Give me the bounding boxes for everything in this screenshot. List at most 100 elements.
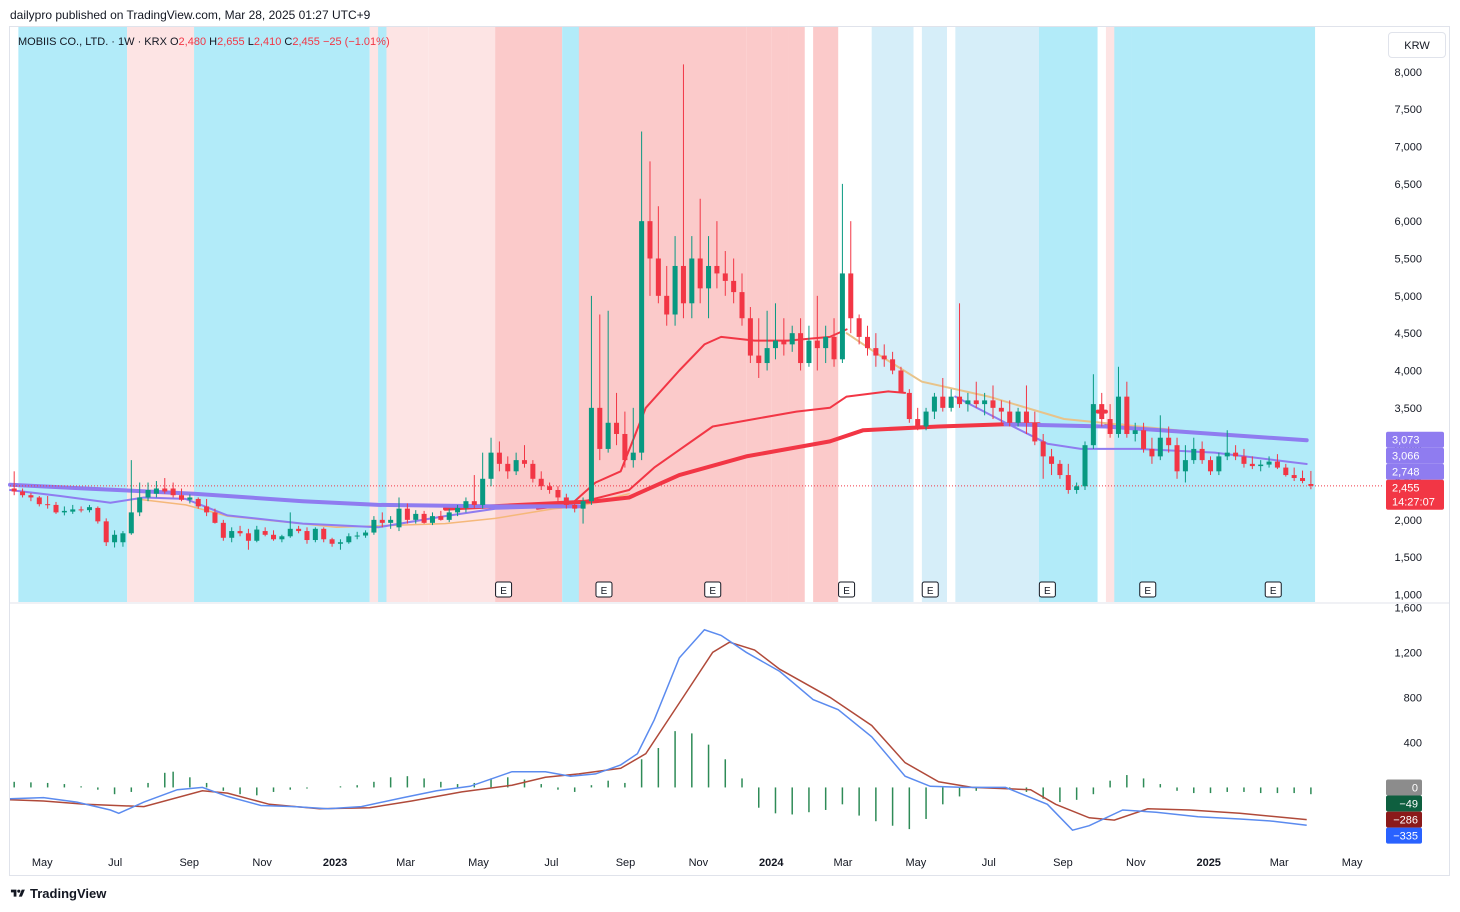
macd-panel bbox=[9, 628, 1312, 832]
candle-body bbox=[363, 532, 369, 536]
candle-body bbox=[1249, 463, 1255, 467]
time-axis-label: 2023 bbox=[323, 857, 347, 869]
candle-body bbox=[906, 392, 912, 420]
candle-body bbox=[446, 512, 452, 520]
candle-body bbox=[480, 478, 486, 505]
candle-body bbox=[187, 497, 193, 500]
candle-body bbox=[95, 507, 101, 522]
ohlc-open: O2,480 bbox=[169, 36, 207, 48]
candle-body bbox=[237, 531, 243, 534]
candle-body bbox=[488, 452, 494, 479]
candle-body bbox=[388, 519, 394, 523]
candle-body bbox=[547, 486, 553, 490]
time-axis-label: Mar bbox=[1270, 857, 1289, 869]
time-axis-label: Nov bbox=[252, 857, 272, 869]
time-axis-label: May bbox=[1342, 857, 1363, 869]
regime-band-bearish bbox=[495, 27, 563, 602]
candle-body bbox=[1124, 396, 1130, 434]
candle-body bbox=[1207, 460, 1214, 472]
candle-body bbox=[153, 488, 159, 494]
candle-body bbox=[312, 528, 318, 541]
symbol-name: MOBIIS CO., LTD. · 1W · KRX bbox=[18, 36, 167, 48]
candle-body bbox=[220, 522, 226, 538]
candle-body bbox=[1090, 404, 1096, 446]
candle-body bbox=[61, 510, 67, 513]
candle-body bbox=[798, 333, 804, 364]
candle-body bbox=[1099, 404, 1105, 420]
time-axis-label: Sep bbox=[616, 857, 636, 869]
earnings-marker[interactable] bbox=[595, 581, 613, 598]
candle-body bbox=[1308, 484, 1314, 486]
regime-band-weak-bullish bbox=[871, 27, 914, 602]
price-axis-tick: 3,500 bbox=[1394, 403, 1422, 415]
candle-body bbox=[496, 452, 502, 464]
regime-band-bullish bbox=[1039, 27, 1098, 602]
currency-button[interactable]: KRW bbox=[1388, 32, 1446, 58]
candle-body bbox=[931, 396, 937, 412]
ma-line bbox=[9, 489, 580, 529]
candle-body bbox=[756, 355, 762, 364]
candle-body bbox=[438, 516, 444, 520]
candle-body bbox=[337, 542, 343, 544]
candle-body bbox=[1283, 467, 1289, 476]
candle-body bbox=[1115, 396, 1121, 434]
candle-body bbox=[1057, 463, 1063, 476]
regime-band-weak-bullish bbox=[921, 27, 947, 602]
candle-body bbox=[1233, 452, 1239, 457]
candle-body bbox=[823, 336, 829, 349]
earnings-marker[interactable] bbox=[1139, 581, 1157, 598]
candle-body bbox=[789, 333, 795, 345]
candle-body bbox=[1258, 464, 1264, 467]
macd-label-bg bbox=[1386, 811, 1422, 828]
candle-body bbox=[1065, 475, 1071, 490]
time-axis-label: 2024 bbox=[759, 857, 784, 869]
price-labels: 3,073 3,066 2,748 2,455 14:27:07 0 −49 −286 −335 bbox=[1386, 431, 1444, 844]
brand-name: TradingView bbox=[30, 886, 107, 901]
candle-body bbox=[229, 531, 235, 538]
earnings-marker[interactable] bbox=[1264, 581, 1282, 598]
candle-body bbox=[11, 488, 17, 492]
candle-body bbox=[973, 400, 979, 405]
candle-body bbox=[722, 273, 728, 281]
earnings-marker-label: E bbox=[843, 586, 850, 597]
candle-body bbox=[982, 400, 988, 405]
candle-body bbox=[1023, 411, 1029, 423]
macd-line bbox=[9, 628, 1307, 832]
candle-body bbox=[622, 433, 628, 461]
candle-body bbox=[664, 295, 670, 315]
candle-body bbox=[781, 340, 787, 345]
earnings-marker-label: E bbox=[1270, 586, 1277, 597]
earnings-marker[interactable] bbox=[921, 581, 939, 598]
candle-body bbox=[714, 265, 720, 274]
publisher-line: dailypro published on TradingView.com, M… bbox=[10, 8, 371, 22]
price-axis-tick: 4,500 bbox=[1394, 328, 1422, 340]
candle-body bbox=[321, 528, 327, 540]
earnings-marker-label: E bbox=[709, 586, 716, 597]
candle-body bbox=[254, 529, 260, 541]
candle-body bbox=[455, 507, 461, 513]
earnings-marker[interactable] bbox=[1038, 581, 1056, 598]
regime-band-bearish bbox=[788, 27, 805, 602]
time-axis-label: Jul bbox=[544, 857, 558, 869]
earnings-marker-label: E bbox=[1144, 586, 1151, 597]
candle-body bbox=[1166, 437, 1172, 446]
candle-body bbox=[614, 422, 620, 434]
earnings-marker[interactable] bbox=[838, 581, 856, 598]
candle-body bbox=[915, 419, 921, 427]
candle-body bbox=[505, 463, 511, 472]
candle-body bbox=[1174, 445, 1180, 472]
earnings-marker[interactable] bbox=[704, 581, 722, 598]
price-axis-tick: 7,500 bbox=[1394, 104, 1422, 116]
earnings-marker[interactable] bbox=[495, 581, 513, 598]
candle-body bbox=[555, 489, 561, 498]
candle-body bbox=[78, 509, 84, 511]
candle-body bbox=[396, 508, 402, 528]
candle-body bbox=[764, 348, 770, 364]
regime-band-bullish bbox=[18, 27, 128, 602]
candle-body bbox=[864, 336, 871, 349]
candle-body bbox=[1216, 456, 1222, 472]
candle-body bbox=[814, 340, 820, 349]
time-axis-label: Jul bbox=[982, 857, 996, 869]
chart-frame bbox=[9, 26, 1450, 876]
